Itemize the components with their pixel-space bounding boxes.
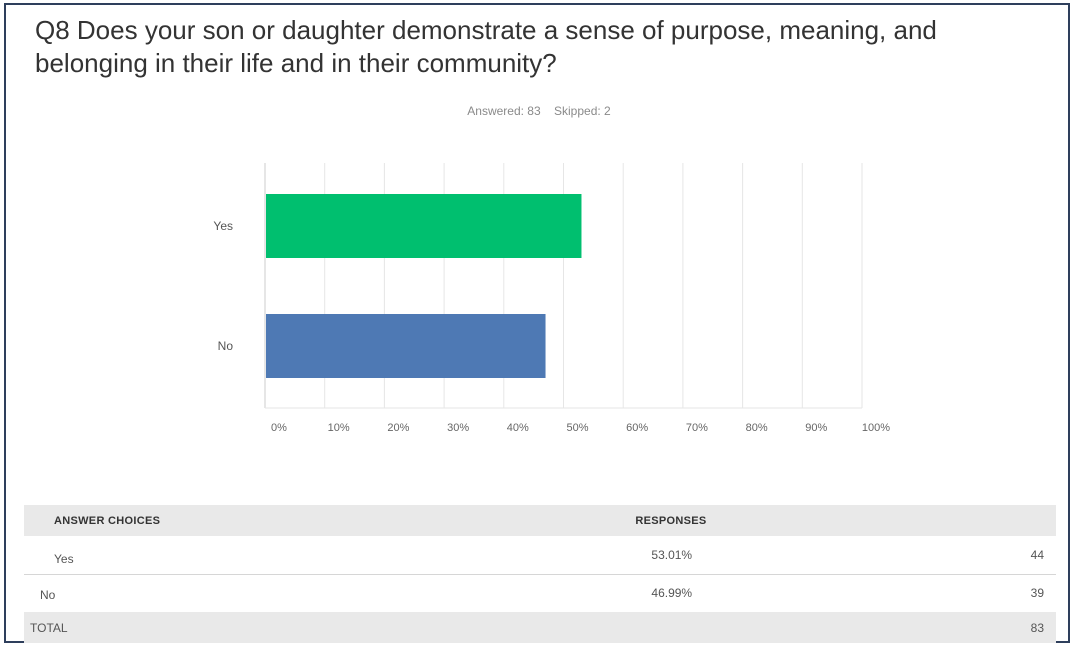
row-choice-no: No (40, 588, 56, 603)
x-tick-label: 40% (507, 422, 529, 434)
table-total-row: TOTAL 83 (24, 612, 1056, 643)
total-percent (635, 612, 966, 643)
row-count-yes: 44 (1030, 547, 1044, 562)
x-tick-label: 80% (746, 422, 768, 434)
x-tick-label: 10% (328, 422, 350, 434)
x-tick-label: 70% (686, 422, 708, 434)
chart-bars (266, 194, 582, 378)
row-count-no: 39 (1030, 586, 1044, 601)
header-responses: RESPONSES (635, 514, 707, 527)
row-choice-yes: Yes (54, 551, 74, 566)
category-label-yes: Yes (213, 219, 233, 233)
total-count: 83 (1030, 620, 1044, 635)
row-percent-yes: 53.01% (651, 547, 693, 562)
header-answer-choices: ANSWER CHOICES (54, 514, 161, 527)
total-label: TOTAL (30, 620, 68, 635)
question-title: Q8 Does your son or daughter demonstrate… (35, 15, 937, 78)
bar-yes[interactable] (266, 194, 582, 258)
response-bar-chart: 0% 10% 20% 30% 40% 50% 60% 70% 80% 90% 100% Yes No (213, 163, 890, 434)
bar-no[interactable] (266, 314, 546, 378)
x-tick-label: 60% (626, 422, 648, 434)
table-row: Yes 53.01% 44 (24, 536, 1056, 574)
answered-count: Answered: 83 (467, 104, 541, 118)
x-tick-label: 30% (447, 422, 469, 434)
x-tick-label: 100% (862, 422, 890, 434)
skipped-count: Skipped: 2 (554, 104, 611, 118)
x-tick-label: 50% (566, 422, 588, 434)
header-count (966, 505, 1056, 536)
answer-stats: Answered: 83 Skipped: 2 (0, 104, 1078, 118)
row-percent-no: 46.99% (651, 586, 693, 601)
table-row: No 46.99% 39 (24, 574, 1056, 612)
category-label-no: No (218, 339, 234, 353)
chart-axis: 0% 10% 20% 30% 40% 50% 60% 70% 80% 90% 100% Yes No (213, 219, 890, 434)
table-header-row: ANSWER CHOICES RESPONSES (24, 505, 1056, 536)
answer-choices-table: ANSWER CHOICES RESPONSES Yes 53.01% 44 N… (24, 505, 1056, 643)
x-tick-label: 0% (271, 422, 287, 434)
x-tick-label: 20% (387, 422, 409, 434)
x-tick-label: 90% (805, 422, 827, 434)
